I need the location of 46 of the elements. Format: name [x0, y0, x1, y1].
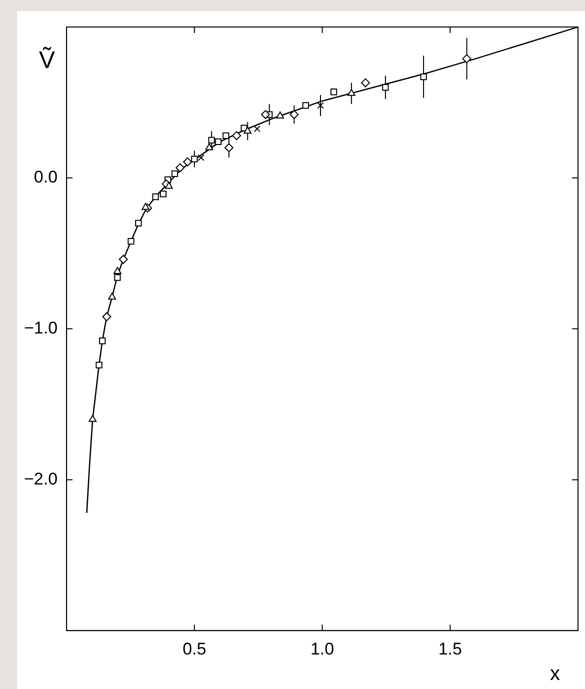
y-tick-label: 0.0	[34, 168, 58, 187]
point	[113, 266, 122, 274]
y-tick-label: −1.0	[24, 318, 58, 338]
point	[302, 102, 309, 109]
point	[462, 54, 472, 64]
point	[128, 238, 134, 245]
point	[244, 126, 252, 134]
x-tick-label: 1.0	[310, 639, 334, 658]
x-tick-label: 0.5	[182, 639, 206, 658]
point	[96, 362, 102, 368]
point	[420, 73, 427, 80]
point	[135, 220, 142, 226]
point	[108, 292, 116, 300]
point	[214, 138, 222, 146]
point	[191, 156, 198, 162]
point	[118, 254, 128, 264]
point	[198, 154, 204, 162]
point	[330, 88, 338, 96]
y-axis-title: Ṽ	[39, 47, 56, 75]
point	[254, 126, 260, 132]
point	[208, 136, 215, 144]
point	[224, 143, 234, 152]
point	[290, 110, 299, 120]
y-tick-label: −2.0	[24, 469, 58, 488]
point	[382, 84, 389, 91]
point	[360, 78, 370, 88]
point	[88, 414, 97, 422]
point	[152, 193, 159, 200]
point	[317, 102, 324, 109]
point	[102, 312, 112, 322]
point	[276, 112, 284, 119]
point	[205, 143, 214, 150]
point	[160, 190, 167, 198]
x-axis-title: x	[550, 663, 560, 686]
point	[142, 202, 150, 210]
point	[347, 88, 356, 96]
point	[222, 132, 230, 139]
point	[164, 182, 173, 189]
x-tick-label: 1.5	[438, 639, 462, 658]
point	[183, 157, 192, 166]
point	[261, 110, 270, 120]
point	[114, 274, 121, 281]
point	[171, 170, 178, 178]
point	[99, 338, 106, 344]
point	[176, 163, 185, 172]
point	[232, 131, 242, 140]
